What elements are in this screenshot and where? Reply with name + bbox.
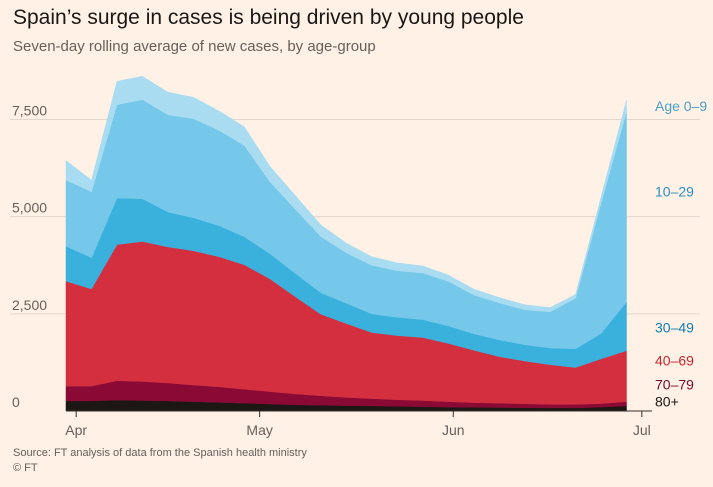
- x-tick-label: Apr: [65, 422, 87, 438]
- area-series: [65, 76, 627, 412]
- copyright-text: © FT: [13, 462, 38, 474]
- x-tick-label: Jun: [442, 422, 465, 438]
- y-tick-label: 5,000: [12, 200, 47, 216]
- x-tick-label: May: [246, 422, 272, 438]
- chart-title: Spain’s surge in cases is being driven b…: [13, 6, 524, 29]
- y-tick-label: 0: [12, 394, 20, 410]
- axes: 0 2,500 5,000 7,500 Apr May Jun Jul: [12, 102, 652, 438]
- x-tick-label: Jul: [633, 422, 651, 438]
- series-label-10–29: 10–29: [655, 183, 694, 199]
- y-tick-label: 7,500: [12, 102, 47, 118]
- series-label-40–69: 40–69: [655, 352, 694, 368]
- series-label-Age 0–9: Age 0–9: [655, 98, 707, 114]
- series-label-70–79: 70–79: [655, 377, 694, 393]
- chart-subtitle: Seven-day rolling average of new cases, …: [13, 38, 376, 55]
- source-text: Source: FT analysis of data from the Spa…: [13, 447, 307, 459]
- series-label-80+: 80+: [655, 393, 679, 409]
- source-note: Source: FT analysis of data from the Spa…: [13, 446, 307, 476]
- series-label-30–49: 30–49: [655, 319, 694, 335]
- area-series-Age 0–9: [65, 76, 627, 313]
- y-tick-label: 2,500: [12, 297, 47, 313]
